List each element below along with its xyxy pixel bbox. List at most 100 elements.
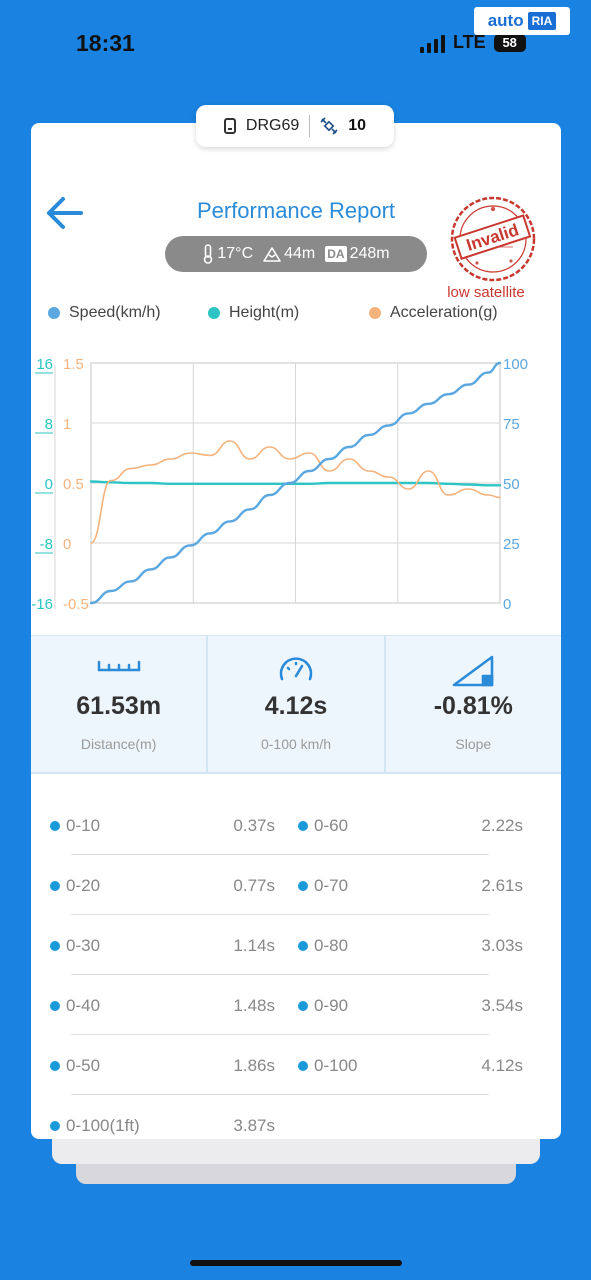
split-dot xyxy=(50,1061,60,1071)
series-line-acceleration xyxy=(90,440,501,544)
status-time: 18:31 xyxy=(76,30,135,56)
series-line-speed xyxy=(89,361,502,605)
stat-slope-label: Slope xyxy=(455,736,492,752)
split-dot xyxy=(50,1121,60,1131)
split-dot xyxy=(50,941,60,951)
chart-legend: Speed(km/h) Height(m) Acceleration(g) xyxy=(31,304,561,326)
split-divider xyxy=(71,1094,489,1095)
density-altitude: DA 248m xyxy=(325,245,390,263)
watermark-logo: auto RIA xyxy=(474,7,570,35)
legend-height-dot xyxy=(208,307,220,319)
temperature-value: 17°C xyxy=(217,245,254,262)
device-name: DRG69 xyxy=(245,117,300,134)
split-dot xyxy=(298,881,308,891)
altitude: 44m xyxy=(263,245,315,263)
split-label: 0-20 xyxy=(66,876,101,895)
status-indicators: LTE 58 xyxy=(420,32,526,53)
split-time: 4.12s xyxy=(481,1056,523,1075)
split-right: 0-60 xyxy=(298,796,348,856)
acceleration-axis-tick: 0 xyxy=(63,536,71,553)
split-right: 0-70 xyxy=(298,856,348,916)
watermark-badge: RIA xyxy=(527,12,557,30)
split-dot xyxy=(50,821,60,831)
split-left: 0-40 xyxy=(50,976,100,1036)
home-indicator[interactable] xyxy=(190,1260,402,1266)
split-row: 0-20 0.77s 0-70 2.61s xyxy=(31,856,561,916)
density-altitude-value: 248m xyxy=(349,245,390,262)
speed-axis-tick: 50 xyxy=(503,476,520,493)
split-left: 0-30 xyxy=(50,916,100,976)
split-label: 0-80 xyxy=(314,936,349,955)
stat-acceleration-time-value: 4.12s xyxy=(264,692,328,720)
split-right: 0-90 xyxy=(298,976,348,1036)
split-label: 0-70 xyxy=(314,876,349,895)
speed-axis-tick: 0 xyxy=(503,596,511,611)
conditions-pill: 17°C 44m DA 248m xyxy=(165,236,427,272)
stat-distance-value: 61.53m xyxy=(76,692,162,720)
split-dot xyxy=(50,881,60,891)
split-row: 0-30 1.14s 0-80 3.03s xyxy=(31,916,561,976)
network-type: LTE xyxy=(453,32,486,52)
split-label: 0-100(1ft) xyxy=(66,1116,140,1135)
device-pill[interactable]: DRG69 10 xyxy=(196,105,394,147)
acceleration-axis-tick: 1.5 xyxy=(63,356,84,373)
stat-distance: 61.53m Distance(m) xyxy=(31,636,206,772)
performance-card: Performance Report 17°C 44m DA 248m xyxy=(31,123,561,1139)
invalid-stamp: Invalid xyxy=(450,196,536,282)
watermark-brand: auto xyxy=(487,11,524,30)
back-arrow-icon[interactable] xyxy=(43,193,85,233)
acceleration-axis-tick: -0.5 xyxy=(63,596,89,611)
thermometer-icon xyxy=(204,244,213,264)
performance-chart: 16 8 0 -8 -16 1.5 1 0.5 0 -0.5 100 75 50 25 0 xyxy=(31,356,528,611)
split-time: 0.37s xyxy=(233,816,275,835)
height-axis-tick: 8 xyxy=(45,416,53,433)
signal-icon xyxy=(420,33,445,53)
pill-divider xyxy=(309,115,311,137)
split-time: 1.48s xyxy=(233,996,275,1015)
split-left: 0-10 xyxy=(50,796,100,856)
speedometer-icon xyxy=(279,657,313,681)
split-label: 0-30 xyxy=(66,936,101,955)
legend-acceleration: Acceleration(g) xyxy=(369,304,498,322)
satellite-count: 10 xyxy=(348,117,367,134)
altitude-value: 44m xyxy=(284,245,316,262)
density-altitude-badge: DA xyxy=(325,246,347,262)
mountain-icon xyxy=(263,247,281,262)
page-title: Performance Report xyxy=(196,198,396,223)
split-dot xyxy=(298,821,308,831)
split-right: 0-80 xyxy=(298,916,348,976)
split-row: 0-10 0.37s 0-60 2.22s xyxy=(31,796,561,856)
stat-distance-label: Distance(m) xyxy=(80,736,157,752)
split-time: 0.77s xyxy=(233,876,275,895)
split-divider xyxy=(71,914,489,915)
split-row: 0-100(1ft) 3.87s xyxy=(31,1096,561,1139)
split-time: 3.03s xyxy=(481,936,523,955)
split-left: 0-20 xyxy=(50,856,100,916)
battery-icon: 58 xyxy=(493,33,526,52)
speed-axis-tick: 100 xyxy=(503,356,528,373)
split-time: 3.87s xyxy=(233,1116,275,1135)
stat-acceleration-time-label: 0-100 km/h xyxy=(260,736,332,752)
legend-acceleration-label: Acceleration(g) xyxy=(390,304,498,321)
split-time: 2.22s xyxy=(481,816,523,835)
temperature: 17°C xyxy=(202,244,253,264)
split-time: 1.86s xyxy=(233,1056,275,1075)
split-label: 0-10 xyxy=(66,816,101,835)
split-time: 3.54s xyxy=(481,996,523,1015)
speed-axis-tick: 75 xyxy=(503,416,520,433)
split-divider xyxy=(71,1034,489,1035)
split-dot xyxy=(298,1001,308,1011)
split-divider xyxy=(71,974,489,975)
stat-acceleration-time: 4.12s 0-100 km/h xyxy=(206,636,383,772)
ruler-icon xyxy=(97,660,140,672)
split-label: 0-40 xyxy=(66,996,101,1015)
satellite-icon xyxy=(320,117,338,135)
split-left: 0-50 xyxy=(50,1036,100,1096)
legend-speed-dot xyxy=(48,307,60,319)
slope-icon xyxy=(453,655,494,687)
height-axis-tick: -16 xyxy=(31,596,53,611)
split-label: 0-60 xyxy=(314,816,349,835)
stat-slope: -0.81% Slope xyxy=(383,636,561,772)
legend-height-label: Height(m) xyxy=(229,304,300,321)
stat-slope-value: -0.81% xyxy=(433,692,513,720)
